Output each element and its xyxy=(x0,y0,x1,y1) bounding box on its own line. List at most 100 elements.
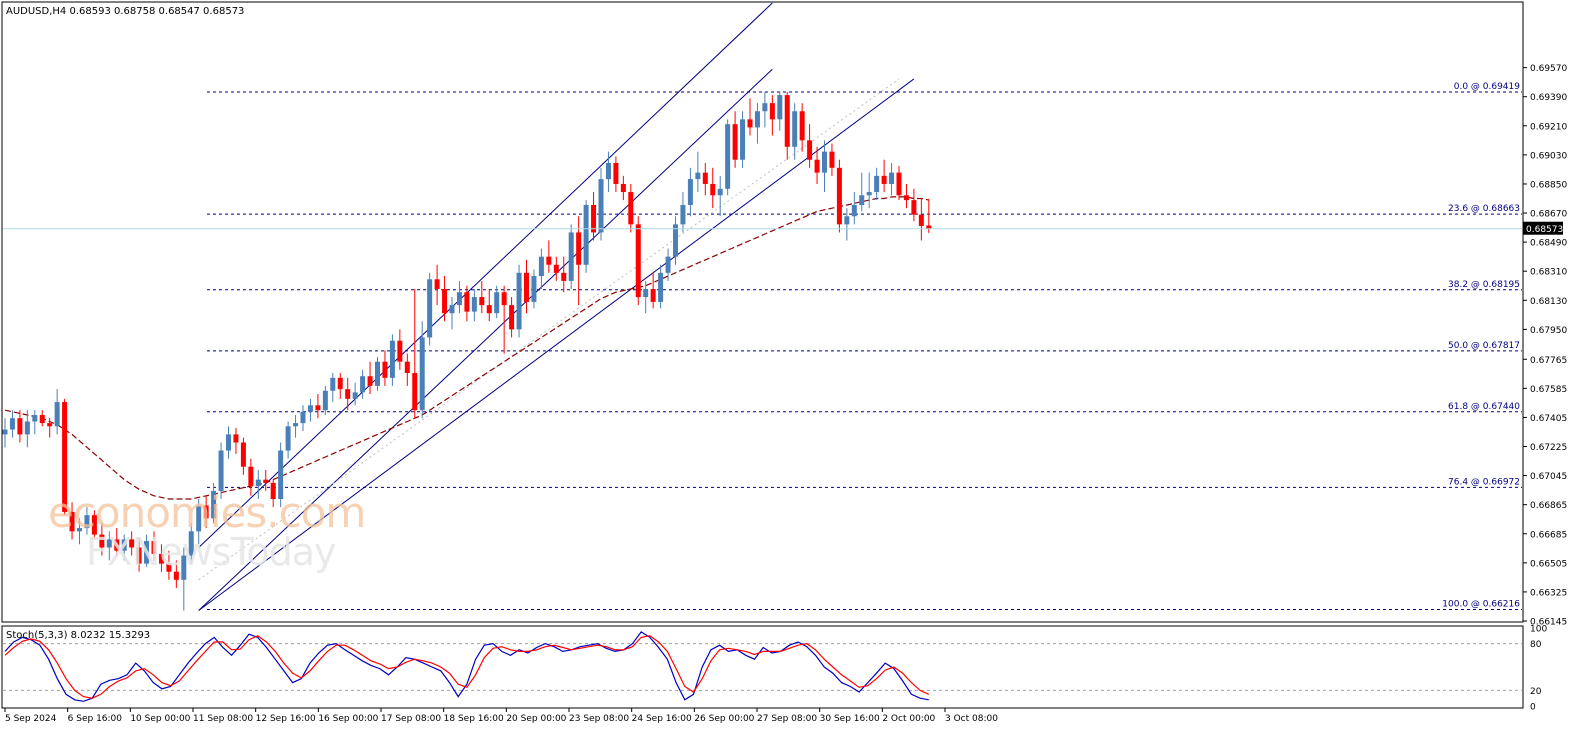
candle-body xyxy=(9,418,15,430)
candle-body xyxy=(129,539,135,548)
channel-line xyxy=(198,78,915,611)
main-plot-area[interactable] xyxy=(1,1,1524,623)
time-tick-label: 18 Sep 16:00 xyxy=(444,714,504,724)
stoch-signal-line xyxy=(4,635,930,699)
candle-body xyxy=(263,479,269,483)
stoch-plot-area[interactable] xyxy=(1,625,1524,709)
candle-body xyxy=(442,288,448,314)
candle-body xyxy=(814,159,820,173)
price-axis: 0.69570 0.69390 0.69210 0.69030 0.68850 0.686… xyxy=(1523,64,1567,628)
candle-body xyxy=(211,490,217,519)
candle-body xyxy=(531,276,537,302)
candle-body xyxy=(158,553,164,564)
candle-body xyxy=(151,541,157,554)
candle-body xyxy=(203,505,209,519)
candle-body xyxy=(799,111,805,141)
price-tick-label: 0.68670 xyxy=(1530,210,1567,220)
price-tick-label: 0.67225 xyxy=(1530,443,1567,453)
channel-line xyxy=(198,68,773,611)
candle-body xyxy=(337,377,343,390)
candle-body xyxy=(598,179,604,233)
time-tick-label: 12 Sep 16:00 xyxy=(256,714,316,724)
candle-body xyxy=(39,415,45,424)
candle-body xyxy=(114,539,120,551)
fib-level-label: 23.6 @ 0.68663 xyxy=(1448,204,1520,214)
candle-body xyxy=(24,421,30,435)
candle-body xyxy=(196,505,202,532)
candle-body xyxy=(665,256,671,273)
candle-body xyxy=(687,179,693,205)
candle-body xyxy=(367,376,373,386)
price-tick-label: 0.69390 xyxy=(1530,93,1567,103)
ma-line xyxy=(4,196,929,500)
candlesticks xyxy=(2,91,932,611)
candle-body xyxy=(866,192,872,196)
candle-body xyxy=(47,423,53,427)
candle-body xyxy=(449,305,455,314)
price-tick-label: 0.66325 xyxy=(1530,588,1567,598)
candle-body xyxy=(754,111,760,128)
time-tick-label: 24 Sep 16:00 xyxy=(632,714,692,724)
time-tick-label: 6 Sep 16:00 xyxy=(68,714,123,724)
candle-body xyxy=(658,272,664,302)
time-tick-label: 20 Sep 00:00 xyxy=(506,714,566,724)
fib-level-label: 38.2 @ 0.68195 xyxy=(1448,280,1520,290)
candle-body xyxy=(248,466,254,487)
time-tick-label: 26 Sep 00:00 xyxy=(694,714,754,724)
candle-body xyxy=(360,376,366,393)
candle-body xyxy=(32,415,38,422)
candle-body xyxy=(926,225,932,229)
candle-body xyxy=(702,172,708,184)
candle-body xyxy=(464,292,470,312)
candle-body xyxy=(69,511,75,532)
candle-body xyxy=(628,192,634,225)
price-tick-label: 0.67950 xyxy=(1530,326,1567,336)
candle-body xyxy=(881,175,887,184)
price-tick-label: 0.67405 xyxy=(1530,414,1567,424)
candle-body xyxy=(762,103,768,112)
time-tick-label: 10 Sep 00:00 xyxy=(130,714,190,724)
candle-body xyxy=(494,292,500,314)
candle-body xyxy=(173,571,179,580)
candle-body xyxy=(181,555,187,580)
candle-body xyxy=(136,547,142,564)
candle-body xyxy=(62,402,68,512)
candle-body xyxy=(501,292,507,306)
moving-average xyxy=(4,196,929,500)
candle-body xyxy=(807,140,813,160)
fib-level-label: 100.0 @ 0.66216 xyxy=(1442,600,1520,610)
candle-body xyxy=(673,224,678,257)
candle-body xyxy=(315,405,321,411)
candle-body xyxy=(784,95,790,147)
time-tick-label: 11 Sep 08:00 xyxy=(193,714,253,724)
time-tick-label: 30 Sep 16:00 xyxy=(820,714,880,724)
candle-body xyxy=(769,103,775,120)
candle-body xyxy=(285,426,291,451)
time-tick-label: 2 Oct 00:00 xyxy=(882,714,935,724)
candle-body xyxy=(650,288,656,302)
candle-body xyxy=(226,434,231,451)
candle-body xyxy=(412,372,418,411)
symbol-info: AUDUSD,H4 0.68593 0.68758 0.68547 0.6857… xyxy=(6,6,244,17)
price-tick-label: 0.69030 xyxy=(1530,151,1567,161)
stoch-title: Stoch(5,3,3) 8.0232 15.3293 xyxy=(6,630,150,641)
price-tick-label: 0.69210 xyxy=(1530,122,1567,132)
candle-body xyxy=(732,124,738,160)
price-tick-label: 0.68310 xyxy=(1530,268,1567,278)
candle-body xyxy=(613,162,619,184)
price-tick-label: 0.68490 xyxy=(1530,239,1567,249)
candle-body xyxy=(479,297,485,306)
candle-body xyxy=(91,515,97,535)
time-tick-label: 23 Sep 08:00 xyxy=(569,714,629,724)
candle-body xyxy=(591,204,597,233)
stoch-tick-label: 20 xyxy=(1530,687,1542,697)
stochastic-oscillator: 100 80 20 0 xyxy=(3,625,1547,713)
fib-level-label: 61.8 @ 0.67440 xyxy=(1448,402,1520,412)
fibonacci-levels: 0.0 @ 0.69419 23.6 @ 0.68663 38.2 @ 0.6819… xyxy=(207,82,1522,611)
candle-body xyxy=(777,95,783,120)
candle-body xyxy=(166,563,172,572)
stoch-tick-label: 80 xyxy=(1530,640,1542,650)
candle-body xyxy=(54,402,60,427)
candle-body xyxy=(695,172,701,180)
